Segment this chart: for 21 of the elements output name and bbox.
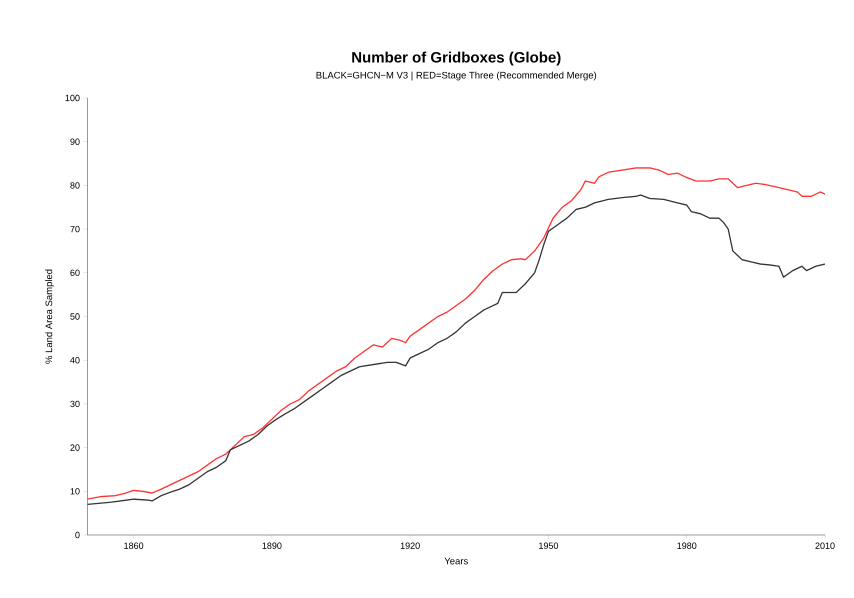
y-tick-label: 80 bbox=[70, 182, 80, 189]
y-tick-label: 30 bbox=[70, 400, 80, 408]
x-tick-label: 1920 bbox=[400, 542, 420, 549]
y-tick-label: 60 bbox=[70, 270, 80, 276]
y-tick-label: 10 bbox=[70, 488, 80, 494]
x-axis-title: Years bbox=[444, 558, 468, 564]
y-tick-label: 70 bbox=[70, 226, 80, 232]
y-tick-label: 90 bbox=[70, 138, 80, 145]
y-axis-title: % Land Area Sampled bbox=[45, 270, 54, 364]
x-tick-label: 1890 bbox=[262, 542, 282, 549]
x-tick-label: 1860 bbox=[124, 542, 144, 549]
x-tick-label: 1950 bbox=[539, 542, 558, 549]
chart-subtitle: BLACK=GHCN−M V3 | RED=Stage Three (Recommended Merge) bbox=[316, 72, 596, 80]
y-tick-label: 50 bbox=[70, 313, 80, 320]
chart-title: Number of Gridboxes (Globe) bbox=[352, 52, 561, 66]
x-tick-label: 2010 bbox=[815, 542, 835, 549]
y-tick-label: 0 bbox=[75, 532, 80, 538]
x-tick-label: 1980 bbox=[677, 542, 696, 549]
y-tick-label: 100 bbox=[66, 94, 80, 102]
y-tick-label: 40 bbox=[70, 357, 80, 364]
y-tick-label: 20 bbox=[70, 444, 80, 451]
